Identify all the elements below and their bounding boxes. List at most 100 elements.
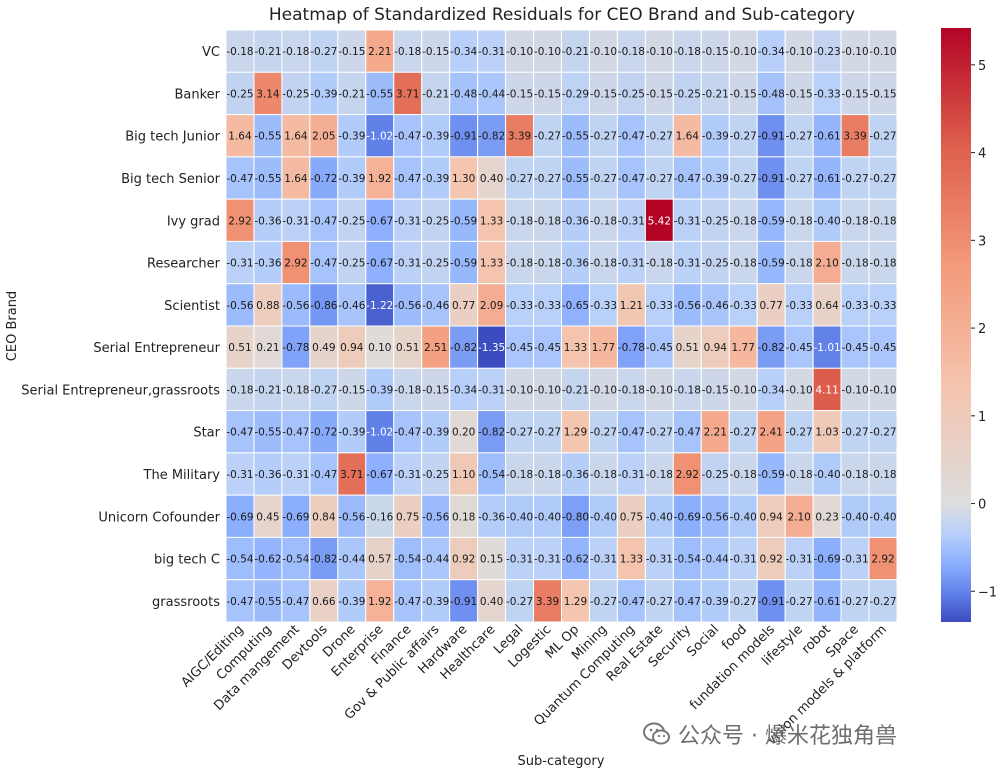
cell-value-label: -0.39 [338, 131, 365, 143]
cell-value-label: -0.18 [226, 46, 253, 58]
cell-value-label: -0.25 [702, 469, 729, 481]
cell-value-label: 0.64 [815, 300, 839, 312]
heatmap-cell [756, 579, 786, 623]
heatmap-cell [812, 71, 842, 116]
cell-value-label: -0.27 [786, 173, 813, 185]
cell-value-label: -0.21 [702, 88, 729, 100]
cell-value-label: -0.27 [841, 596, 868, 608]
heatmap-cell [840, 240, 870, 285]
heatmap-cell [728, 410, 758, 454]
cell-value-label: -0.18 [618, 46, 645, 58]
heatmap-cell [421, 240, 451, 285]
cell-value-label: 1.03 [815, 427, 838, 439]
heatmap-cell [421, 494, 451, 538]
cell-value-label: -1.02 [366, 427, 393, 439]
cell-value-label: -0.46 [338, 300, 365, 312]
cell-value-label: -0.61 [814, 173, 841, 185]
heatmap-cell [225, 156, 255, 200]
cell-value-label: -0.27 [506, 173, 533, 185]
cell-value-label: -0.27 [841, 173, 868, 185]
cell-value-label: -0.31 [618, 215, 645, 227]
cell-value-label: 1.29 [564, 427, 587, 439]
heatmap-cell [756, 198, 786, 242]
heatmap-cell [477, 579, 507, 623]
cell-value-label: -0.15 [786, 88, 813, 100]
cell-value-label: -0.39 [422, 173, 449, 185]
cell-value-label: 2.10 [787, 511, 810, 523]
cell-value-label: -0.39 [338, 596, 365, 608]
heatmap-cell [533, 452, 563, 496]
heatmap-cell [393, 579, 423, 623]
heatmap-cell [728, 114, 758, 158]
cell-value-label: -0.54 [282, 554, 309, 566]
cell-value-label: -0.10 [506, 384, 533, 396]
heatmap-cell [365, 579, 395, 623]
colorbar-tick-label: 1 [978, 410, 986, 425]
cell-value-label: -0.21 [562, 46, 589, 58]
cell-value-label: -0.69 [814, 554, 841, 566]
heatmap-cell [868, 325, 898, 369]
heatmap-cell [561, 579, 590, 623]
heatmap-cell [281, 367, 311, 412]
cell-value-label: -0.10 [730, 46, 757, 58]
cell-value-label: -0.47 [310, 469, 337, 481]
cell-value-label: -0.48 [450, 88, 477, 100]
cell-value-label: -0.56 [674, 300, 701, 312]
cell-value-label: -0.34 [450, 46, 477, 58]
cell-value-label: 0.75 [396, 511, 419, 523]
heatmap-cell [533, 198, 563, 242]
cell-value-label: -0.27 [590, 596, 617, 608]
cell-value-label: 0.20 [452, 427, 475, 439]
cell-value-label: -0.31 [226, 469, 253, 481]
cell-value-label: -0.67 [366, 469, 393, 481]
cell-value-label: 0.18 [452, 511, 475, 523]
y-tick-label: Big tech Junior [125, 130, 220, 145]
cell-value-label: -0.67 [366, 258, 393, 270]
cell-value-label: -0.45 [646, 342, 673, 354]
cell-value-label: -0.33 [590, 300, 617, 312]
heatmap-cell [393, 198, 423, 242]
heatmap-cell [477, 325, 507, 369]
heatmap-cell [756, 494, 786, 538]
cell-value-label: -0.33 [786, 300, 813, 312]
y-tick-label: Star [193, 426, 220, 441]
heatmap-cell [700, 114, 730, 158]
cell-value-label: -0.91 [450, 131, 477, 143]
cell-value-label: -0.27 [590, 131, 617, 143]
heatmap-cell [588, 240, 618, 285]
heatmap-cell [253, 579, 283, 623]
heatmap-cell [672, 579, 702, 623]
heatmap-cell [784, 494, 814, 538]
cell-value-label: -0.21 [254, 46, 281, 58]
cell-value-label: -0.15 [730, 88, 757, 100]
cell-value-label: -0.45 [506, 342, 533, 354]
heatmap-cell [253, 156, 283, 200]
heatmap-cell [728, 367, 758, 412]
cell-value-label: -0.31 [478, 384, 505, 396]
heatmap-cell [421, 579, 451, 623]
heatmap-cell [840, 156, 870, 200]
y-tick-label: big tech C [154, 553, 220, 568]
cell-value-label: -0.25 [702, 215, 729, 227]
y-tick-label: Researcher [147, 257, 221, 272]
heatmap-cell [868, 71, 898, 116]
heatmap-cell [365, 114, 395, 158]
heatmap-cell [756, 114, 786, 158]
cell-value-label: -0.47 [310, 215, 337, 227]
heatmap-cell [253, 494, 283, 538]
cell-value-label: -0.27 [730, 173, 757, 185]
cell-value-label: -0.47 [394, 427, 421, 439]
cell-value-label: 0.77 [759, 300, 782, 312]
cell-value-label: -0.39 [702, 596, 729, 608]
cell-value-label: -0.15 [506, 88, 533, 100]
heatmap-cell [700, 367, 730, 412]
cell-value-label: -0.34 [758, 46, 785, 58]
cell-value-label: -0.33 [814, 88, 841, 100]
heatmap-cell [477, 367, 507, 412]
heatmap-cell [449, 536, 479, 581]
cell-value-label: -0.47 [226, 173, 253, 185]
chart-title: Heatmap of Standardized Residuals for CE… [269, 5, 855, 25]
cell-value-label: -0.10 [590, 46, 617, 58]
cell-value-label: 1.29 [564, 596, 587, 608]
cell-value-label: -0.10 [786, 46, 813, 58]
